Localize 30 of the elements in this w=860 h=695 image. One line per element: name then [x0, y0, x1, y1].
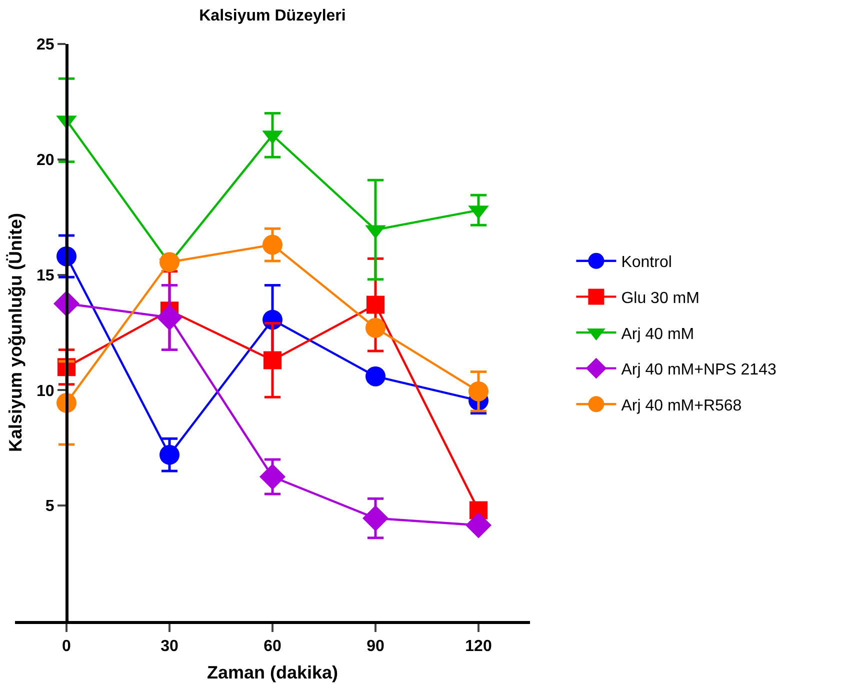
legend-label: Kontrol — [621, 254, 672, 272]
point — [156, 304, 182, 330]
point — [260, 464, 286, 490]
point — [366, 318, 386, 338]
y-axis-title: Kalsiyum yoğunluğu (Ünite) — [6, 212, 26, 452]
point — [468, 381, 488, 402]
legend-label: Arj 40 mM — [621, 326, 694, 343]
x-tick-label: 30 — [160, 638, 178, 656]
point — [466, 512, 492, 538]
point — [366, 366, 386, 386]
point — [366, 296, 384, 314]
y-tick-label: 25 — [36, 36, 54, 54]
point — [160, 252, 180, 272]
chart-title: Kalsiyum Düzeyleri — [199, 8, 346, 25]
y-tick-label: 20 — [36, 152, 54, 169]
legend-label: Arj 40 mM+NPS 2143 — [621, 362, 776, 379]
x-tick-label: 0 — [62, 638, 72, 656]
point — [362, 505, 388, 532]
x-tick-label: 120 — [465, 638, 492, 656]
legend-label: Arj 40 mM+R568 — [621, 397, 742, 414]
point — [262, 234, 282, 255]
point — [264, 351, 282, 370]
y-tick-label: 10 — [36, 382, 54, 400]
x-tick-label: 60 — [264, 638, 282, 656]
y-tick-label: 5 — [45, 498, 54, 516]
legend-label: Glu 30 mM — [621, 290, 700, 307]
x-axis-title: Zaman (dakika) — [206, 662, 338, 682]
point — [160, 444, 180, 465]
x-tick-label: 90 — [366, 638, 384, 656]
y-tick-label: 15 — [36, 267, 54, 284]
